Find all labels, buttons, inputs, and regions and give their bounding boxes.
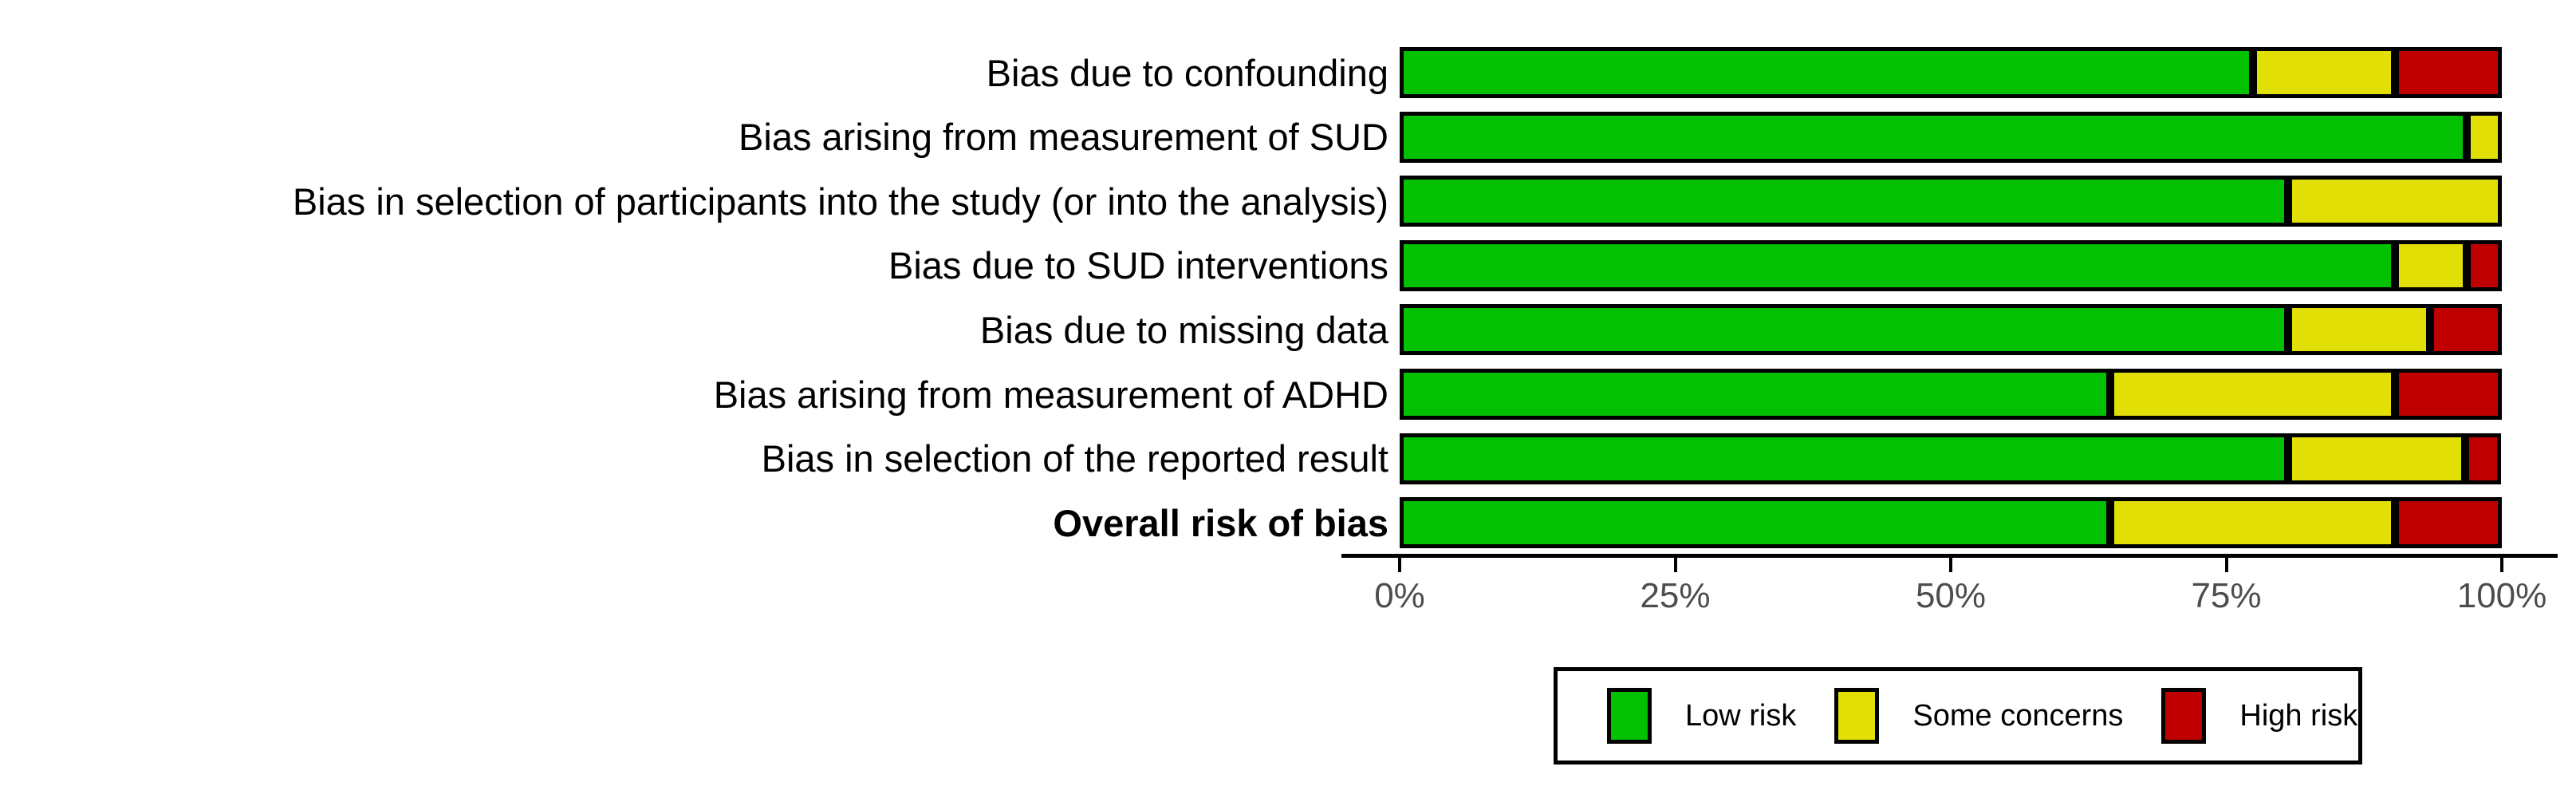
segment-low-risk	[1400, 176, 2288, 227]
legend-item-some-concerns: Some concerns	[1834, 688, 2123, 744]
segment-some-concerns	[2287, 433, 2466, 484]
segment-high-risk	[2394, 497, 2502, 549]
category-label-bias-due-to-sud-interventions: Bias due to SUD interventions	[888, 244, 1388, 287]
segment-low-risk	[1400, 47, 2253, 98]
x-axis-line	[1341, 554, 2558, 558]
category-label-bias-due-to-missing-data: Bias due to missing data	[979, 308, 1388, 351]
risk-bar-row-4	[1400, 239, 2502, 291]
legend-label-some-concerns: Some concerns	[1912, 698, 2124, 733]
axis-tick-50	[1949, 558, 1952, 572]
legend-item-low-risk: Low risk	[1607, 688, 1796, 744]
legend-label-high-risk: High risk	[2239, 698, 2358, 733]
segment-low-risk	[1400, 304, 2288, 356]
axis-tick-label-100: 100%	[2456, 576, 2547, 615]
risk-bar-row-8	[1400, 497, 2502, 549]
segment-high-risk	[2465, 433, 2501, 484]
segment-high-risk	[2466, 239, 2502, 291]
axis-tick-75	[2224, 558, 2228, 572]
segment-some-concerns	[2394, 239, 2467, 291]
segment-some-concerns	[2287, 176, 2502, 227]
segment-low-risk	[1400, 369, 2111, 420]
segment-high-risk	[2430, 304, 2502, 356]
segment-low-risk	[1400, 497, 2111, 549]
segment-high-risk	[2394, 47, 2502, 98]
segment-low-risk	[1400, 111, 2467, 163]
category-label-bias-in-selection-of-the-reported-result: Bias in selection of the reported result	[761, 437, 1388, 480]
legend-swatch-some-concerns	[1834, 688, 1880, 744]
risk-bar-row-7	[1400, 433, 2502, 484]
axis-tick-label-75: 75%	[2191, 576, 2262, 615]
legend-swatch-high-risk	[2161, 688, 2207, 744]
risk-bar-row-6	[1400, 369, 2502, 420]
risk-bar-row-5	[1400, 304, 2502, 356]
segment-some-concerns	[2110, 369, 2395, 420]
segment-some-concerns	[2252, 47, 2395, 98]
axis-tick-100	[2500, 558, 2503, 572]
segment-low-risk	[1400, 433, 2288, 484]
axis-tick-25	[1673, 558, 1677, 572]
category-label-overall-risk-of-bias: Overall risk of bias	[1053, 501, 1388, 544]
axis-tick-label-50: 50%	[1915, 576, 1987, 615]
legend-swatch-low-risk	[1607, 688, 1652, 744]
risk-bar-row-1	[1400, 47, 2502, 98]
category-label-bias-arising-from-measurement-of-sud: Bias arising from measurement of SUD	[739, 116, 1388, 159]
risk-bar-row-2	[1400, 111, 2502, 163]
segment-some-concerns	[2110, 497, 2395, 549]
legend-box: Low risk Some concerns High risk	[1554, 667, 2362, 764]
axis-tick-0	[1398, 558, 1401, 572]
segment-low-risk	[1400, 239, 2395, 291]
legend-item-high-risk: High risk	[2161, 688, 2357, 744]
category-label-bias-in-selection-of-participants-into-t: Bias in selection of participants into t…	[292, 180, 1388, 223]
category-label-bias-arising-from-measurement-of-adhd: Bias arising from measurement of ADHD	[713, 373, 1388, 416]
axis-tick-label-0: 0%	[1374, 576, 1425, 615]
category-label-bias-due-to-confounding: Bias due to confounding	[986, 51, 1388, 94]
legend-label-low-risk: Low risk	[1685, 698, 1797, 733]
segment-some-concerns	[2466, 111, 2502, 163]
risk-bar-row-3	[1400, 176, 2502, 227]
axis-tick-label-25: 25%	[1640, 576, 1711, 615]
segment-some-concerns	[2287, 304, 2431, 356]
segment-high-risk	[2394, 369, 2502, 420]
